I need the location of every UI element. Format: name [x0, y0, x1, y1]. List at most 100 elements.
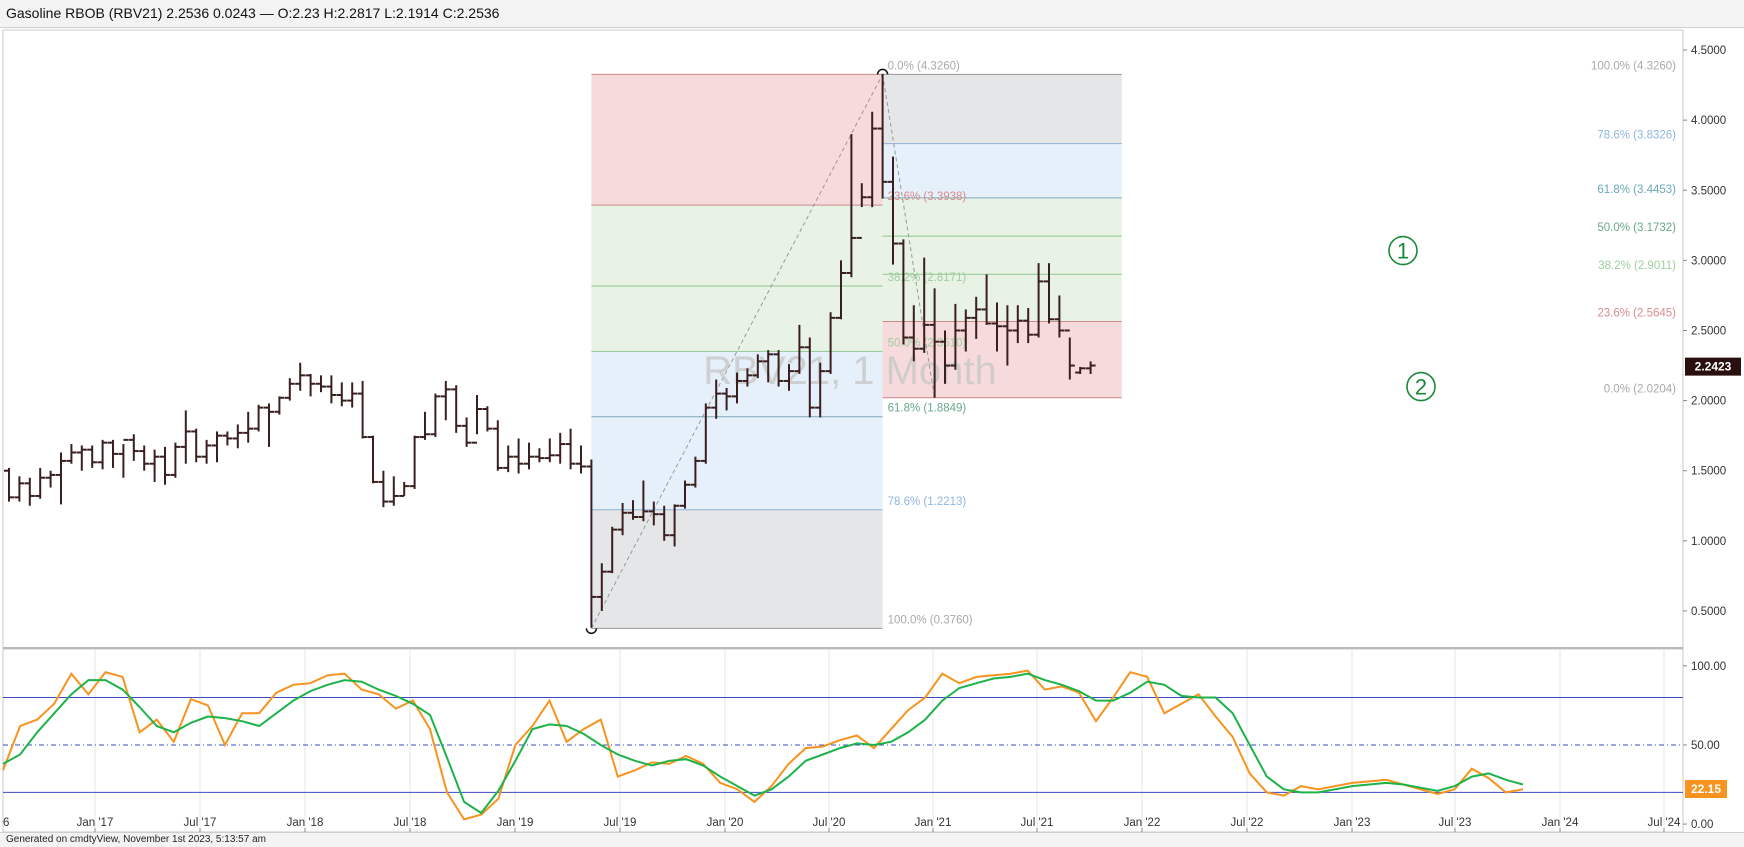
x-tick-label: Jul '23: [1439, 817, 1472, 829]
ohlc-bar: [139, 445, 150, 471]
ohlc-bar: [992, 302, 1002, 352]
ohlc-bar: [66, 444, 77, 464]
fib-left-zone: [591, 205, 883, 287]
ohlc-bar: [420, 411, 430, 440]
ohlc-bar: [388, 476, 399, 506]
ohlc-bar: [1002, 305, 1013, 366]
ohlc-bar: [284, 378, 295, 401]
ohlc-bar: [357, 380, 368, 439]
x-tick-label: Jan '18: [287, 817, 324, 829]
y-tick-label: 2.0000: [1691, 396, 1726, 408]
fib-right-label: 78.6% (3.8326): [1597, 130, 1676, 142]
ohlc-bar: [1054, 295, 1065, 338]
y-tick-label: 3.5000: [1691, 185, 1726, 197]
y-tick-label: 3.0000: [1691, 255, 1726, 267]
ohlc-bar: [45, 470, 56, 488]
fib-left-trendline: [590, 74, 884, 629]
stochastic-panel: 100.00 50.00 0.00 22.15: [2, 661, 1727, 831]
ohlc-bar: [243, 411, 254, 443]
ohlc-bar: [690, 456, 701, 488]
x-tick-label: Jan '17: [77, 817, 114, 829]
ohlc-bar: [253, 404, 264, 432]
ohlc-bar: [461, 417, 472, 447]
ohlc-bar: [638, 480, 649, 522]
ohlc-bar: [815, 362, 826, 418]
ohlc-bar: [617, 502, 628, 536]
ohlc-bar: [971, 296, 982, 339]
ohlc-bar: [1033, 263, 1044, 338]
fib-right-label: 100.0% (4.3260): [1591, 60, 1676, 72]
ohlc-bar: [56, 452, 66, 505]
chart-header-bar: Gasoline RBOB (RBV21) 2.2536 0.0243 — O:…: [0, 0, 1744, 28]
stoch-y-tick-label: 0.00: [1691, 819, 1713, 831]
fib-right-label: 38.2% (2.9011): [1598, 260, 1676, 272]
symbol-watermark: RBV21, 1 Month: [703, 349, 997, 393]
price-chart[interactable]: RBV21, 1 Month 0.0% (4.3260) 23.6% (3.393…: [0, 28, 1744, 832]
ohlc-bars: [4, 73, 1096, 628]
fib-left-label: 78.6% (1.2213): [888, 496, 967, 508]
x-tick-label: Jan '24: [1542, 817, 1579, 829]
fib-left-label: 0.0% (4.3260): [888, 60, 960, 72]
ohlc-bar: [804, 337, 815, 418]
fibonacci-level-labels: 0.0% (4.3260) 23.6% (3.3938) 38.2% (2.8171…: [888, 60, 1677, 626]
fib-left-zone: [591, 74, 883, 206]
y-tick-label: 2.5000: [1691, 325, 1726, 337]
ohlc-bar: [128, 434, 139, 461]
ohlc-bar: [160, 446, 170, 485]
ohlc-bar: [586, 459, 597, 628]
ohlc-bar: [222, 431, 233, 446]
ohlc-bar: [316, 375, 326, 393]
ohlc-bar: [212, 431, 222, 463]
ohlc-bar: [773, 350, 784, 387]
stoch-last-label: 22.15: [1691, 782, 1721, 796]
last-price-label: 2.2423: [1695, 360, 1732, 374]
ohlc-bar: [908, 305, 919, 362]
stoch-d-line: [2, 672, 1524, 815]
x-tick-label: Jul '24: [1648, 817, 1681, 829]
stoch-y-tick-label: 50.00: [1691, 740, 1720, 752]
ohlc-bar: [305, 373, 316, 397]
x-tick-label: Jan '22: [1124, 817, 1161, 829]
ohlc-bar: [555, 432, 566, 464]
ohlc-bar: [732, 372, 742, 404]
ohlc-bar: [482, 406, 493, 432]
ohlc-bar: [846, 134, 857, 278]
ohlc-bar: [721, 387, 732, 411]
wave-marker-circle: [1388, 235, 1418, 266]
x-tick-label: 6: [3, 817, 9, 829]
price-y-axis: 4.5000 4.0000 3.5000 3.0000 2.5000 2.0000 1.50…: [1683, 45, 1741, 618]
y-tick-label: 1.5000: [1691, 466, 1726, 478]
ohlc-bar: [108, 439, 118, 468]
ohlc-bar: [752, 354, 763, 379]
x-tick-label: Jan '23: [1334, 817, 1371, 829]
ohlc-bar: [836, 260, 846, 320]
stoch-last-badge: [1685, 780, 1727, 799]
fib-anchor-high: [876, 68, 889, 75]
fib-left-label: 50.0% (2.3510): [888, 337, 967, 349]
ohlc-bar: [888, 156, 898, 265]
fib-right-label: 0.0% (2.0204): [1604, 384, 1676, 396]
ohlc-bar: [368, 435, 378, 484]
fib-right-label: 61.8% (3.4453): [1597, 184, 1676, 196]
ohlc-bar: [794, 324, 805, 374]
fib-right-zone: [882, 143, 1122, 198]
ohlc-bar: [898, 239, 909, 345]
ohlc-bar: [513, 438, 524, 474]
fib-right-label: 23.6% (2.5645): [1597, 307, 1676, 319]
ohlc-bar: [118, 438, 129, 478]
ohlc-bar: [87, 445, 98, 468]
ohlc-bar: [399, 481, 410, 497]
ohlc-bar: [232, 424, 243, 449]
ohlc-bar: [929, 288, 940, 398]
wave-marker-circle: [1406, 371, 1436, 402]
ohlc-bar: [1085, 361, 1096, 374]
time-x-axis: Jan '17 Jul '17 Jan '18 Jul '18 Jan '19 Jul '…: [3, 817, 1681, 832]
fib-left-label: 100.0% (0.3760): [888, 614, 973, 626]
ohlc-bar: [180, 410, 191, 464]
wave-marker-label: 1: [1397, 239, 1409, 264]
wave-marker-label: 2: [1415, 375, 1427, 400]
ohlc-bar: [960, 309, 971, 352]
ohlc-bar: [409, 435, 420, 489]
fib-anchor-low: [585, 628, 598, 635]
ohlc-bar: [565, 428, 576, 470]
